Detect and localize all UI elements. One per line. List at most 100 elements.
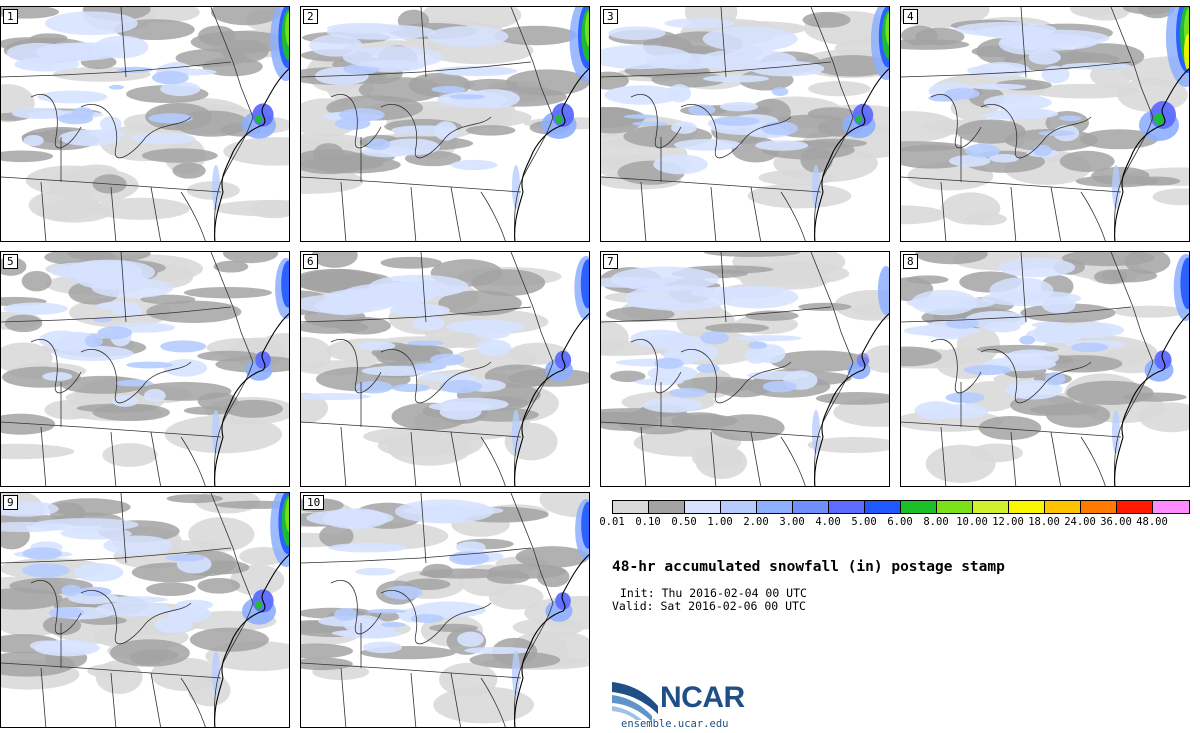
snowfall-contour [610,266,720,292]
colorbar-tick-label: 18.00 [1028,516,1060,528]
snowfall-contour [22,563,70,578]
snowfall-contour [998,257,1076,278]
snowfall-contour [1019,335,1035,345]
snowfall-contour [418,373,477,382]
snowfall-contour [326,22,402,34]
snowfall-contour [301,657,353,671]
boundary-line [30,339,82,394]
snowfall-contour [190,30,289,54]
boundary-line [150,186,162,241]
snowfall-contour [970,83,1027,90]
panel-member-label: 5 [3,254,18,269]
snowfall-contour [671,412,729,431]
snowfall-contour [407,340,444,346]
snowfall-contour [965,310,1028,329]
boundary-line [513,116,554,241]
snowfall-contour [103,535,173,556]
snowfall-contour [309,156,401,174]
boundary-line [301,61,532,78]
boundary-line [410,186,417,241]
colorbar-swatch [937,501,973,513]
snowfall-contour [539,493,589,518]
snowfall-map-panel: 4 [900,6,1190,242]
boundary-line [1010,431,1017,486]
boundary-line [480,436,506,486]
snowfall-contour [512,651,520,695]
colorbar-tick-label: 0.50 [671,516,697,528]
snowfall-contour [670,121,697,134]
boundary-line [940,426,947,486]
snowfall-contour [771,87,789,97]
boundary-line [980,349,1047,404]
boundary-line [980,104,1047,159]
snowfall-contour [745,310,799,321]
snowfall-contour [23,135,44,146]
snowfall-map-panel: 10 [300,492,590,728]
snowfall-map [301,7,589,241]
boundary-line [630,339,682,394]
colorbar-tick-label: 8.00 [923,516,949,528]
snowfall-contour [25,165,114,196]
snowfall-contour [3,302,68,315]
boundary-line [330,580,382,635]
boundary-line [30,94,82,149]
boundary-line [450,431,462,486]
snowfall-contour [1122,392,1187,402]
boundary-line [30,580,82,635]
panel-member-label: 8 [903,254,918,269]
snowfall-contour [339,522,449,550]
snowfall-contour [437,65,518,77]
panel-member-label: 1 [3,9,18,24]
snowfall-contour [285,497,289,533]
boundary-line [40,667,47,727]
boundary-line [450,186,462,241]
snowfall-contour [126,361,173,369]
snowfall-contour [1059,115,1082,122]
snowfall-contour [463,78,519,92]
boundary-line [180,677,206,727]
boundary-line [210,252,254,363]
boundary-line [901,421,1122,438]
snowfall-contour [700,331,729,345]
snowfall-contour [422,563,453,579]
colorbar-swatch [973,501,1009,513]
snowfall-contour [68,592,119,605]
snowfall-contour [747,370,809,380]
snowfall-contour [152,70,189,85]
snowfall-contour [148,113,193,124]
boundary-line [810,252,854,363]
logo-url[interactable]: ensemble.ucar.edu [621,718,729,730]
boundary-line [110,672,117,727]
snowfall-contour [464,407,539,422]
snowfall-contour [411,601,487,618]
snowfall-contour [449,551,490,566]
boundary-line [1050,431,1062,486]
snowfall-contour [978,415,1042,441]
snowfall-contour [230,564,285,596]
boundary-line [120,7,127,78]
snowfall-contour [61,584,82,597]
snowfall-contour [1025,327,1084,344]
snowfall-contour [430,353,465,366]
snowfall-contour [455,541,486,554]
snowfall-contour [748,341,768,349]
snowfall-contour [91,278,174,298]
snowfall-contour [141,148,218,163]
snowfall-contour [215,500,289,509]
snowfall-contour [716,285,799,309]
snowfall-contour [333,608,358,621]
snowfall-map [301,252,589,486]
snowfall-contour [342,46,444,69]
snowfall-contour [42,615,82,636]
boundary-line [301,662,522,679]
snowfall-contour [92,197,190,220]
snowfall-map-panel: 6 [300,251,590,487]
snowfall-contour [1038,130,1076,136]
boundary-line [1,547,232,564]
snowfall-contour [885,12,889,46]
boundary-line [510,7,554,118]
colorbar-tick-label: 0.01 [599,516,625,528]
snowfall-contour [32,518,139,532]
snowfall-contour [167,605,212,623]
snowfall-contour [807,436,889,454]
